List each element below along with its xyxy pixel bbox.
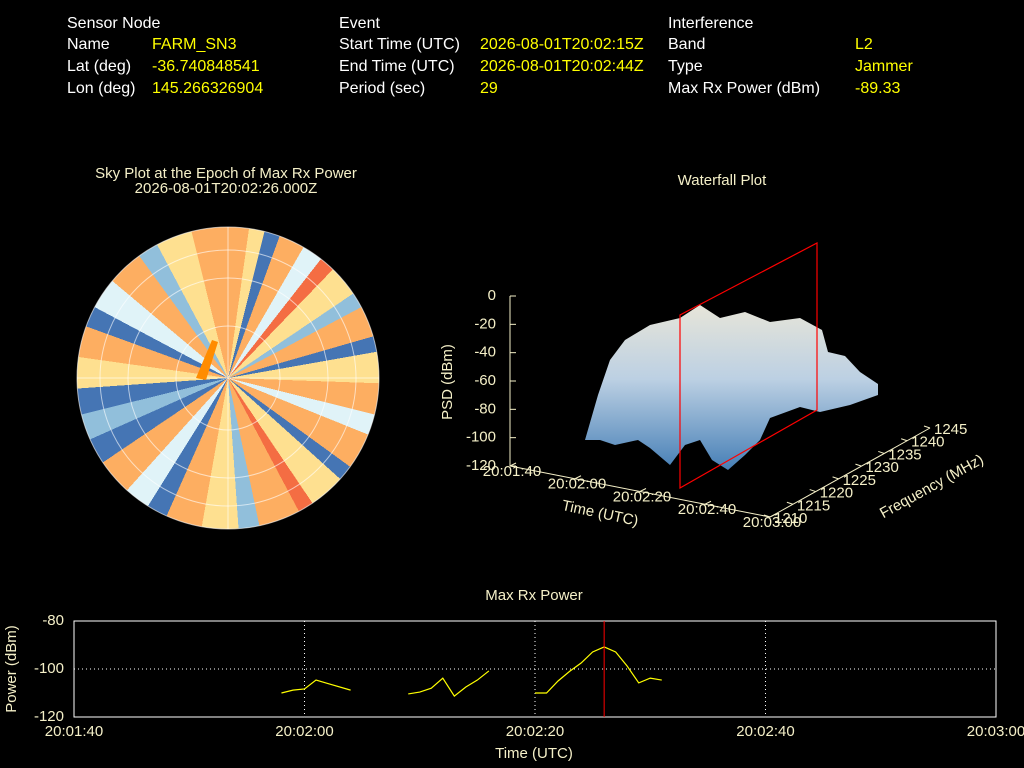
y-tick-label: 1215 [797,497,830,514]
chart-title: Sky Plot at the Epoch of Max Rx Power [95,165,357,182]
chart-title: Waterfall Plot [678,172,767,189]
field-label: Band [668,36,705,53]
x-tick [769,513,777,518]
y-tick-label: -120 [34,708,64,725]
y-tick-label: 1240 [911,434,944,451]
z-tick-label: -60 [474,372,496,389]
z-tick-label: -100 [466,429,496,446]
y-axis-label: Power (dBm) [3,625,20,713]
y-tick [900,438,908,442]
x-tick [704,500,712,505]
surface [585,305,878,470]
field-label: Type [668,58,703,75]
z-tick-label: 0 [488,287,496,304]
x-tick-label: 20:02:00 [275,723,333,740]
x-tick-label: 20:02:20 [506,723,564,740]
field-value: 2026-08-01T20:02:44Z [480,58,644,75]
z-tick-label: -120 [466,457,496,474]
field-label: Name [67,36,110,53]
section-title: Sensor Node [67,15,160,32]
field-label: Lon (deg) [67,80,136,97]
y-tick [809,489,816,493]
y-tick [832,476,839,480]
x-tick-label: 20:02:00 [548,476,606,493]
y-tick-label: 1220 [820,485,853,502]
x-tick [574,475,582,480]
field-value: 145.266326904 [152,80,263,97]
chart-subtitle: 2026-08-01T20:02:26.000Z [135,180,318,197]
z-tick-label: -40 [474,344,496,361]
line-series [281,646,662,698]
epoch-plane [679,242,818,490]
section-title: Event [339,15,380,32]
section-title: Interference [668,15,753,32]
x-axis-label: Time (UTC) [495,745,573,762]
x-tick-label: 20:01:40 [483,463,541,480]
field-label: Period (sec) [339,80,425,97]
field-value: -36.740848541 [152,58,260,75]
y-tick [878,450,885,454]
y-tick-label: 1210 [774,510,807,527]
y-tick-label: -100 [34,660,64,677]
sky-grid [76,226,380,530]
field-label: Max Rx Power (dBm) [668,80,820,97]
field-value: Jammer [855,58,913,75]
sky-marker [196,340,218,380]
z-tick-label: -80 [474,400,496,417]
field-value: 2026-08-01T20:02:15Z [480,36,644,53]
field-value: -89.33 [855,80,900,97]
x-tick-label: 20:02:20 [613,488,671,505]
x-tick-label: 20:02:40 [736,723,794,740]
x-tick [639,488,647,492]
z-axis-label: PSD (dBm) [439,344,456,420]
field-value: 29 [480,80,498,97]
y-tick-label: 1235 [888,446,921,463]
z-tick-label: -20 [474,315,496,332]
field-value: FARM_SN3 [152,36,237,53]
y-axis [769,427,931,518]
x-tick-label: 20:03:00 [743,514,801,531]
y-tick [763,514,771,518]
y-tick [786,501,794,505]
x-tick-label: 20:01:40 [45,723,103,740]
chart-title: Max Rx Power [485,587,583,604]
y-tick [855,463,862,467]
y-tick-label: 1230 [865,459,898,476]
field-label: End Time (UTC) [339,58,455,75]
y-tick-label: -80 [42,612,64,629]
x-tick [509,462,517,467]
field-label: Lat (deg) [67,58,131,75]
y-tick-label: 1245 [934,421,967,438]
x-tick-label: 20:03:00 [967,723,1024,740]
field-label: Start Time (UTC) [339,36,460,53]
field-value: L2 [855,36,873,53]
y-tick-label: 1225 [843,472,876,489]
x-tick-label: 20:02:40 [678,501,736,518]
y-tick [923,425,931,429]
